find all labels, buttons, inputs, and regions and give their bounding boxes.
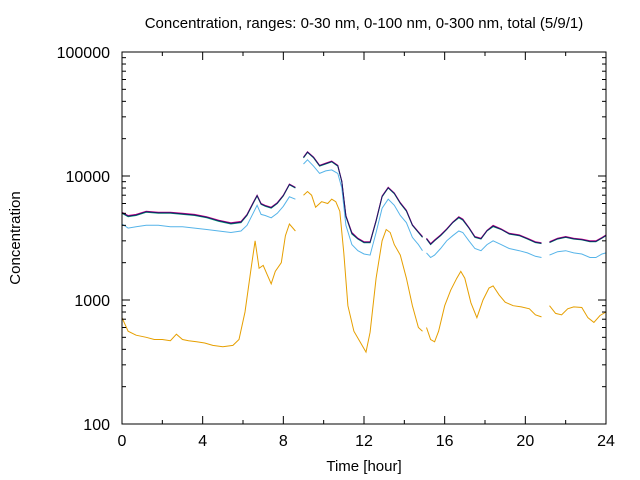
series-4-segment-1 (303, 151, 423, 243)
x-tick-label: 0 (118, 433, 127, 450)
series-layer (121, 150, 607, 354)
chart-title: Concentration, ranges: 0-30 nm, 0-100 nm… (145, 15, 584, 32)
y-axis: 100 1000 10000 100000 (57, 45, 606, 434)
series-1-segment-2 (426, 230, 542, 259)
x-tick-label: 12 (355, 433, 373, 450)
x-axis: 0 4 8 12 16 20 24 (118, 52, 615, 450)
series-4-segment-0 (121, 183, 296, 224)
x-tick-label: 16 (436, 433, 454, 450)
series-0-segment-0 (121, 223, 296, 348)
series-0-segment-3 (549, 305, 607, 324)
x-tick-label: 20 (516, 433, 534, 450)
series-0-segment-2 (426, 270, 542, 343)
series-0-segment-1 (303, 190, 423, 354)
series-1-segment-0 (121, 196, 296, 234)
y-tick-label: 100 (83, 417, 110, 434)
x-tick-label: 4 (198, 433, 207, 450)
y-tick-label: 100000 (57, 45, 110, 62)
y-tick-label: 1000 (74, 293, 110, 310)
x-axis-label: Time [hour] (326, 458, 401, 475)
series-4-segment-2 (426, 216, 542, 245)
y-tick-label: 10000 (66, 169, 111, 186)
series-4-segment-3 (549, 234, 607, 243)
series-1-segment-1 (303, 159, 423, 256)
x-tick-label: 8 (279, 433, 288, 450)
x-tick-label: 24 (597, 433, 615, 450)
series-1-segment-3 (549, 250, 607, 258)
y-axis-label: Concentration (7, 191, 24, 284)
